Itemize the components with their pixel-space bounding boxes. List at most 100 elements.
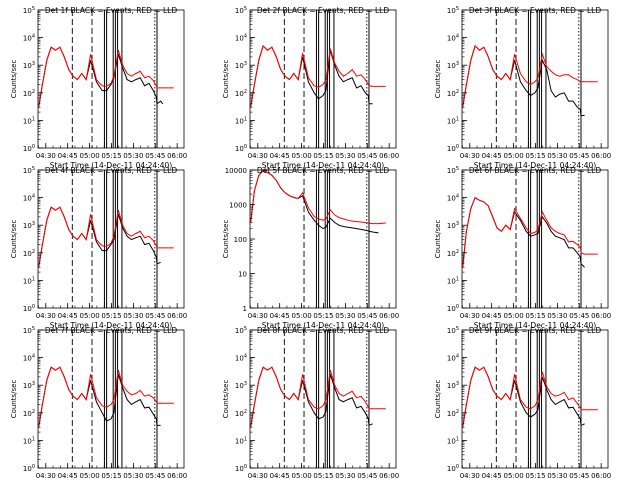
x-tick-label: 05:30 [547,472,567,480]
y-tick-exponent: 2 [32,89,35,95]
y-tick-base: 10 [447,90,456,98]
y-tick-base: 10 [23,355,32,363]
plot-frame [37,329,185,469]
x-tick-label: 05:15 [525,312,545,320]
x-tick-label: 06:00 [591,472,611,480]
y-tick-base: 10 [235,62,244,70]
y-tick-label: 104 [447,194,459,203]
series-lld [38,206,174,268]
x-tick-label: 05:30 [335,472,355,480]
y-tick-base: 10 [235,35,244,43]
y-tick-label: 103 [447,61,459,70]
x-tick-label: 05:00 [503,312,523,320]
y-tick-exponent: 5 [456,6,459,12]
y-tick-label: 105 [23,6,35,15]
y-tick-exponent: 3 [32,381,35,387]
y-tick-exponent: 1 [32,116,35,122]
y-tick-base: 10 [235,437,244,445]
x-tick-label: 04:30 [248,472,268,480]
y-tick-exponent: 2 [244,409,247,415]
y-axis-label: Counts/sec [10,60,18,99]
y-tick-exponent: 1 [244,436,247,442]
y-tick-base: 10 [447,195,456,203]
y-tick-base: 10 [235,465,244,473]
y-tick-label: 102 [447,409,459,418]
y-tick-exponent: 5 [456,326,459,332]
x-tick-label: 05:45 [357,152,377,160]
x-tick-label: 05:00 [291,152,311,160]
y-axis-label: Counts/sec [222,220,230,259]
y-tick-label: 100 [23,464,35,473]
x-tick-label: 05:15 [313,312,333,320]
x-tick-label: 05:00 [79,152,99,160]
y-tick-exponent: 2 [456,89,459,95]
y-tick-exponent: 4 [244,354,247,360]
plot-frame [37,169,185,309]
y-tick-label: 101 [23,276,35,285]
y-tick-base: 10 [447,277,456,285]
x-tick-label: 05:00 [291,312,311,320]
x-tick-label: 05:15 [101,312,121,320]
y-axis-label: Counts/sec [434,60,442,99]
y-tick-base: 10 [447,250,456,258]
x-tick-label: 04:45 [482,472,502,480]
x-tick-label: 04:45 [58,472,78,480]
y-tick-exponent: 0 [456,304,459,310]
y-tick-label: 104 [447,34,459,43]
x-tick-label: 05:30 [335,312,355,320]
x-tick-label: 04:45 [270,152,290,160]
panel-title: Det 1f BLACK = Events, RED = LLD [45,6,178,15]
panel-title: Det 7f BLACK = Events, RED = LLD [45,326,178,335]
x-tick-label: 04:45 [58,152,78,160]
x-tick-label: 05:00 [79,312,99,320]
y-tick-label: 105 [23,166,35,175]
y-tick-exponent: 3 [244,61,247,67]
x-tick-label: 06:00 [167,472,187,480]
y-tick-exponent: 4 [32,194,35,200]
series-lld [250,366,386,428]
y-tick-base: 10 [235,117,244,125]
y-tick-exponent: 5 [456,166,459,172]
y-tick-label: 101 [447,436,459,445]
y-tick-exponent: 0 [456,144,459,150]
y-tick-exponent: 1 [244,116,247,122]
y-tick-label: 101 [23,116,35,125]
y-tick-exponent: 4 [32,34,35,40]
x-tick-label: 04:30 [36,152,56,160]
series-lld [38,46,174,108]
y-tick-base: 10 [23,277,32,285]
x-tick-label: 05:45 [145,472,165,480]
y-tick-base: 10 [447,355,456,363]
y-tick-label: 100 [235,144,247,153]
y-tick-label: 104 [235,354,247,363]
y-tick-exponent: 5 [32,6,35,12]
y-tick-exponent: 3 [32,221,35,227]
y-tick-base: 10 [447,410,456,418]
x-tick-label: 05:00 [503,152,523,160]
x-tick-label: 04:30 [248,312,268,320]
y-tick-base: 10 [447,327,456,335]
y-tick-base: 10 [447,167,456,175]
y-tick-label: 102 [447,249,459,258]
y-tick-label: 103 [23,221,35,230]
y-tick-label: 101 [235,116,247,125]
y-tick-base: 10 [447,145,456,153]
y-tick-label: 104 [235,34,247,43]
y-tick-exponent: 2 [32,249,35,255]
y-tick-exponent: 2 [456,249,459,255]
x-tick-label: 05:45 [145,152,165,160]
y-tick-exponent: 0 [32,304,35,310]
y-tick-base: 10 [23,117,32,125]
x-tick-label: 05:30 [547,312,567,320]
x-tick-label: 06:00 [167,152,187,160]
y-tick-exponent: 0 [244,144,247,150]
y-tick-exponent: 4 [32,354,35,360]
y-tick-exponent: 3 [456,61,459,67]
y-tick-label: 105 [235,326,247,335]
y-tick-label: 104 [23,194,35,203]
y-tick-label: 102 [23,89,35,98]
y-tick-exponent: 0 [456,464,459,470]
